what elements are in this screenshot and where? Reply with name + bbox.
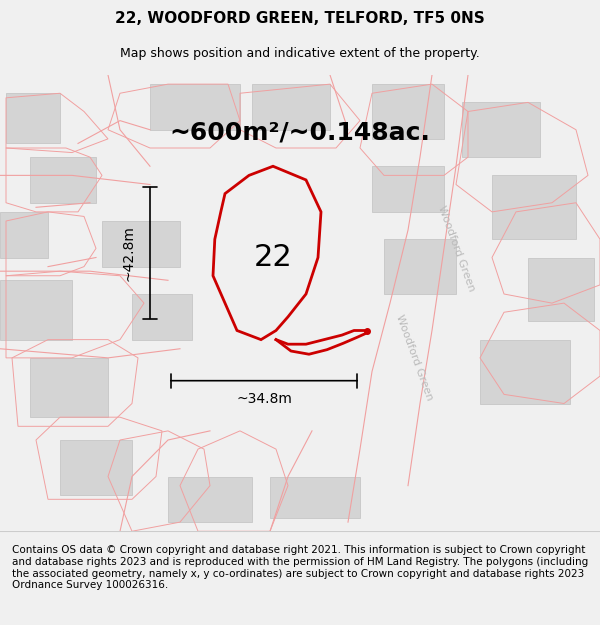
Polygon shape xyxy=(462,102,540,157)
Polygon shape xyxy=(60,440,132,495)
Polygon shape xyxy=(384,239,456,294)
Text: Woodford Green: Woodford Green xyxy=(436,204,476,292)
Polygon shape xyxy=(30,157,96,202)
Text: 22, WOODFORD GREEN, TELFORD, TF5 0NS: 22, WOODFORD GREEN, TELFORD, TF5 0NS xyxy=(115,11,485,26)
Polygon shape xyxy=(480,339,570,404)
Polygon shape xyxy=(0,280,72,339)
Text: ~600m²/~0.148ac.: ~600m²/~0.148ac. xyxy=(170,120,430,144)
Polygon shape xyxy=(132,294,192,339)
Polygon shape xyxy=(270,476,360,518)
Polygon shape xyxy=(372,166,444,212)
Polygon shape xyxy=(372,84,444,139)
Text: Woodford Green: Woodford Green xyxy=(394,314,434,402)
Polygon shape xyxy=(30,358,108,418)
Polygon shape xyxy=(150,84,240,130)
Polygon shape xyxy=(6,93,60,143)
Polygon shape xyxy=(528,258,594,321)
Text: 22: 22 xyxy=(254,243,292,272)
Polygon shape xyxy=(492,176,576,239)
Polygon shape xyxy=(168,476,252,522)
Polygon shape xyxy=(252,84,330,130)
Text: Contains OS data © Crown copyright and database right 2021. This information is : Contains OS data © Crown copyright and d… xyxy=(12,545,588,590)
Polygon shape xyxy=(0,212,48,258)
Text: ~34.8m: ~34.8m xyxy=(236,392,292,406)
Text: ~42.8m: ~42.8m xyxy=(122,225,136,281)
Text: Map shows position and indicative extent of the property.: Map shows position and indicative extent… xyxy=(120,48,480,61)
Polygon shape xyxy=(102,221,180,267)
